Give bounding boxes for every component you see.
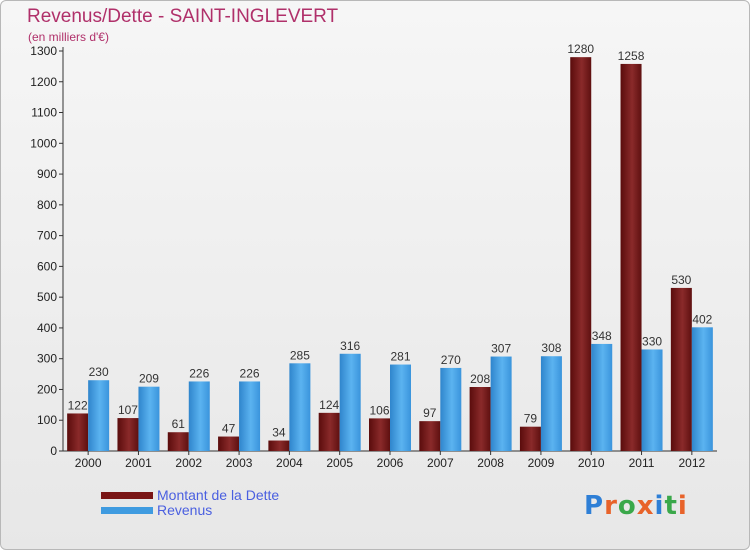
y-tick-label: 400 — [37, 321, 57, 335]
bar-dette — [67, 413, 89, 451]
bar-revenus — [641, 349, 663, 451]
proxiti-logo: Proxiti — [584, 491, 688, 521]
y-tick-label: 800 — [37, 198, 57, 212]
x-tick-label: 2003 — [226, 456, 253, 470]
bar-dette — [519, 426, 541, 451]
data-label-revenus: 330 — [642, 334, 662, 348]
data-label-dette: 122 — [68, 398, 88, 412]
y-tick-label: 1200 — [30, 75, 57, 89]
data-label-dette: 34 — [272, 426, 286, 440]
bar-dette — [419, 421, 441, 451]
data-label-dette: 47 — [222, 422, 236, 436]
y-tick-label: 1100 — [31, 106, 57, 120]
x-tick-label: 2004 — [276, 456, 303, 470]
logo-letter: r — [604, 491, 618, 521]
y-tick-label: 0 — [50, 444, 57, 458]
y-tick-label: 100 — [37, 413, 57, 427]
bar-revenus — [339, 353, 361, 451]
logo-letter: i — [677, 491, 688, 521]
data-label-revenus: 402 — [692, 312, 712, 326]
data-label-dette: 106 — [369, 403, 389, 417]
y-tick-label: 600 — [37, 259, 57, 273]
x-tick-label: 2001 — [125, 456, 152, 470]
legend-label-dette: Montant de la Dette — [157, 487, 280, 503]
chart-title: Revenus/Dette - SAINT-INGLEVERT — [27, 6, 339, 27]
bar-revenus — [591, 343, 613, 451]
bar-dette — [369, 418, 390, 451]
data-label-dette: 1258 — [618, 49, 645, 63]
legend-swatch-revenus — [101, 507, 153, 514]
data-label-revenus: 209 — [139, 372, 159, 386]
data-label-dette: 107 — [118, 403, 138, 417]
x-tick-label: 2000 — [75, 456, 102, 470]
bar-revenus — [138, 386, 160, 451]
logo-letter: P — [584, 491, 605, 521]
legend-label-revenus: Revenus — [157, 502, 213, 518]
data-label-dette: 124 — [319, 398, 339, 412]
data-label-revenus: 308 — [541, 341, 561, 355]
chart-subtitle: (en milliers d'€) — [28, 30, 109, 44]
bar-dette — [318, 412, 340, 451]
data-label-revenus: 230 — [89, 365, 109, 379]
x-tick-label: 2006 — [377, 456, 404, 470]
x-tick-label: 2010 — [578, 456, 605, 470]
bar-revenus — [691, 327, 713, 451]
data-label-revenus: 307 — [491, 342, 511, 356]
y-tick-label: 900 — [37, 167, 57, 181]
bar-revenus — [490, 356, 512, 451]
data-label-dette: 79 — [524, 412, 538, 426]
logo-letter: i — [654, 491, 665, 521]
data-label-dette: 61 — [172, 417, 186, 431]
data-label-revenus: 348 — [592, 329, 612, 343]
bar-dette — [167, 432, 189, 451]
y-tick-label: 200 — [37, 382, 57, 396]
bar-revenus — [540, 356, 562, 451]
y-tick-label: 300 — [37, 352, 57, 366]
data-label-dette: 97 — [423, 406, 437, 420]
y-tick-label: 1000 — [30, 136, 57, 150]
x-tick-label: 2005 — [326, 456, 353, 470]
logo-letter: t — [664, 491, 678, 521]
logo-letter: x — [636, 491, 655, 521]
y-tick-label: 500 — [37, 290, 57, 304]
x-tick-label: 2009 — [528, 456, 555, 470]
data-label-dette: 208 — [470, 372, 490, 386]
bar-dette — [620, 63, 642, 452]
bar-revenus — [188, 381, 210, 451]
bar-dette — [268, 440, 290, 451]
bar-revenus — [239, 381, 261, 451]
bar-dette — [670, 287, 692, 451]
data-label-dette: 1280 — [567, 42, 594, 56]
data-label-revenus: 226 — [240, 366, 260, 380]
y-tick-label: 700 — [37, 229, 57, 243]
y-tick-label: 1300 — [30, 44, 57, 58]
bar-revenus — [440, 367, 462, 451]
data-label-revenus: 226 — [189, 366, 209, 380]
data-label-dette: 530 — [671, 273, 691, 287]
data-label-revenus: 281 — [390, 350, 410, 364]
bar-dette — [218, 436, 240, 451]
bar-revenus — [289, 363, 311, 451]
legend-swatch-dette — [101, 492, 153, 499]
data-label-revenus: 270 — [441, 353, 461, 367]
bar-revenus — [390, 364, 411, 451]
x-tick-label: 2012 — [678, 456, 705, 470]
bar-dette — [570, 57, 592, 452]
bar-dette — [117, 418, 139, 451]
x-tick-label: 2011 — [629, 456, 655, 470]
data-label-revenus: 316 — [340, 339, 360, 353]
x-tick-label: 2007 — [427, 456, 454, 470]
bar-revenus — [88, 380, 110, 451]
x-tick-label: 2008 — [477, 456, 504, 470]
data-label-revenus: 285 — [290, 348, 310, 362]
logo-letter: o — [617, 491, 637, 521]
bar-dette — [469, 387, 491, 451]
x-tick-label: 2002 — [175, 456, 202, 470]
